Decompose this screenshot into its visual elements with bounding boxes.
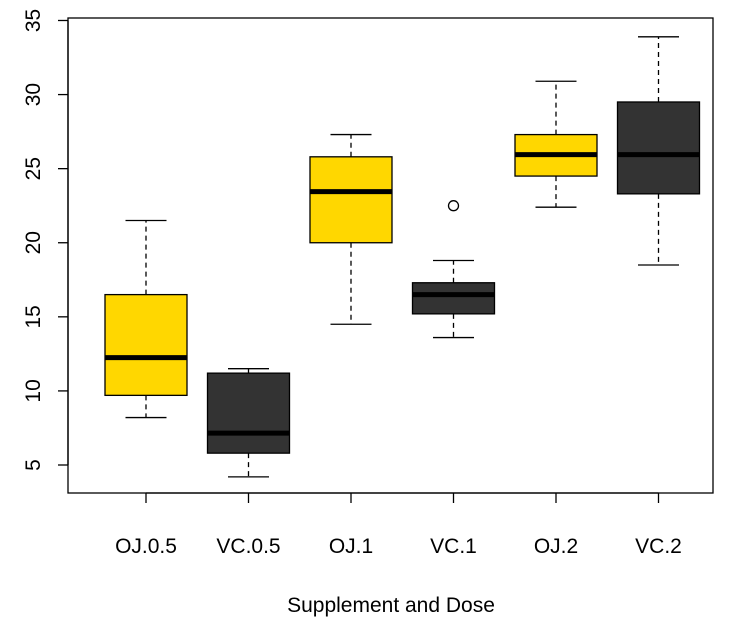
x-axis-title: Supplement and Dose <box>287 594 495 617</box>
box-VC.0.5 <box>206 368 291 478</box>
x-tick-label: VC.0.5 <box>216 535 280 558</box>
x-tick-label: OJ.2 <box>534 535 578 558</box>
y-tick-label: 5 <box>22 459 45 471</box>
y-tick-label: 35 <box>22 9 45 32</box>
iqr-box <box>206 372 291 454</box>
box-OJ.1 <box>309 133 393 325</box>
iqr-box <box>309 156 393 244</box>
x-axis: OJ.0.5 VC.0.5 OJ.1 VC.1 OJ.2 VC.2 <box>115 492 682 558</box>
box-OJ.2 <box>514 80 598 208</box>
box-VC.2 <box>616 36 701 266</box>
plot-frame <box>67 17 714 494</box>
box-OJ.0.5 <box>104 219 188 419</box>
iqr-box <box>411 282 496 315</box>
y-axis: 5 10 15 20 25 30 35 <box>22 9 69 471</box>
boxes <box>104 36 701 478</box>
y-tick-label: 30 <box>22 83 45 106</box>
outlier-point <box>447 200 460 212</box>
y-tick-label: 25 <box>22 157 45 180</box>
x-tick-label: OJ.1 <box>329 535 373 558</box>
y-tick-label: 15 <box>22 305 45 328</box>
x-tick-label: VC.1 <box>430 535 477 558</box>
y-tick-label: 10 <box>22 379 45 402</box>
y-tick-label: 20 <box>22 231 45 254</box>
iqr-box <box>616 101 701 195</box>
x-tick-label: OJ.0.5 <box>115 535 177 558</box>
box-VC.1 <box>411 200 496 339</box>
iqr-box <box>104 293 188 397</box>
x-tick-label: VC.2 <box>635 535 682 558</box>
